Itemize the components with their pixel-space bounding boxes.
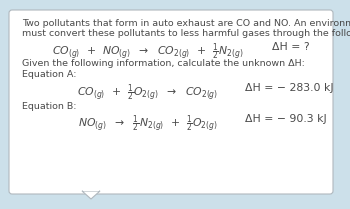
Text: $CO_{(g)}$  $+$  $\frac{1}{2}O_{2(g)}$  $\rightarrow$  $CO_{2(g)}$: $CO_{(g)}$ $+$ $\frac{1}{2}O_{2(g)}$ $\r… — [77, 83, 219, 104]
Text: ΔH = − 283.0 kJ: ΔH = − 283.0 kJ — [245, 83, 334, 93]
Text: Two pollutants that form in auto exhaust are CO and NO. An environmental chemist: Two pollutants that form in auto exhaust… — [22, 19, 350, 28]
Text: Equation A:: Equation A: — [22, 70, 77, 79]
FancyBboxPatch shape — [9, 10, 333, 194]
Text: ΔH = ?: ΔH = ? — [272, 42, 310, 52]
Text: $CO_{(g)}$  $+$  $NO_{(g)}$  $\rightarrow$  $CO_{2(g)}$  $+$  $\frac{1}{2}N_{2(g: $CO_{(g)}$ $+$ $NO_{(g)}$ $\rightarrow$ … — [52, 42, 244, 63]
Text: must convert these pollutants to less harmful gases through the following:: must convert these pollutants to less ha… — [22, 29, 350, 38]
Text: $NO_{(g)}$  $\rightarrow$  $\frac{1}{2}N_{2(g)}$  $+$  $\frac{1}{2}O_{2(g)}$: $NO_{(g)}$ $\rightarrow$ $\frac{1}{2}N_{… — [78, 114, 218, 135]
Text: ΔH = − 90.3 kJ: ΔH = − 90.3 kJ — [245, 114, 327, 124]
Polygon shape — [82, 191, 100, 199]
Polygon shape — [83, 189, 99, 190]
Text: Given the following information, calculate the unknown ΔH:: Given the following information, calcula… — [22, 59, 305, 68]
Text: Equation B:: Equation B: — [22, 102, 77, 111]
